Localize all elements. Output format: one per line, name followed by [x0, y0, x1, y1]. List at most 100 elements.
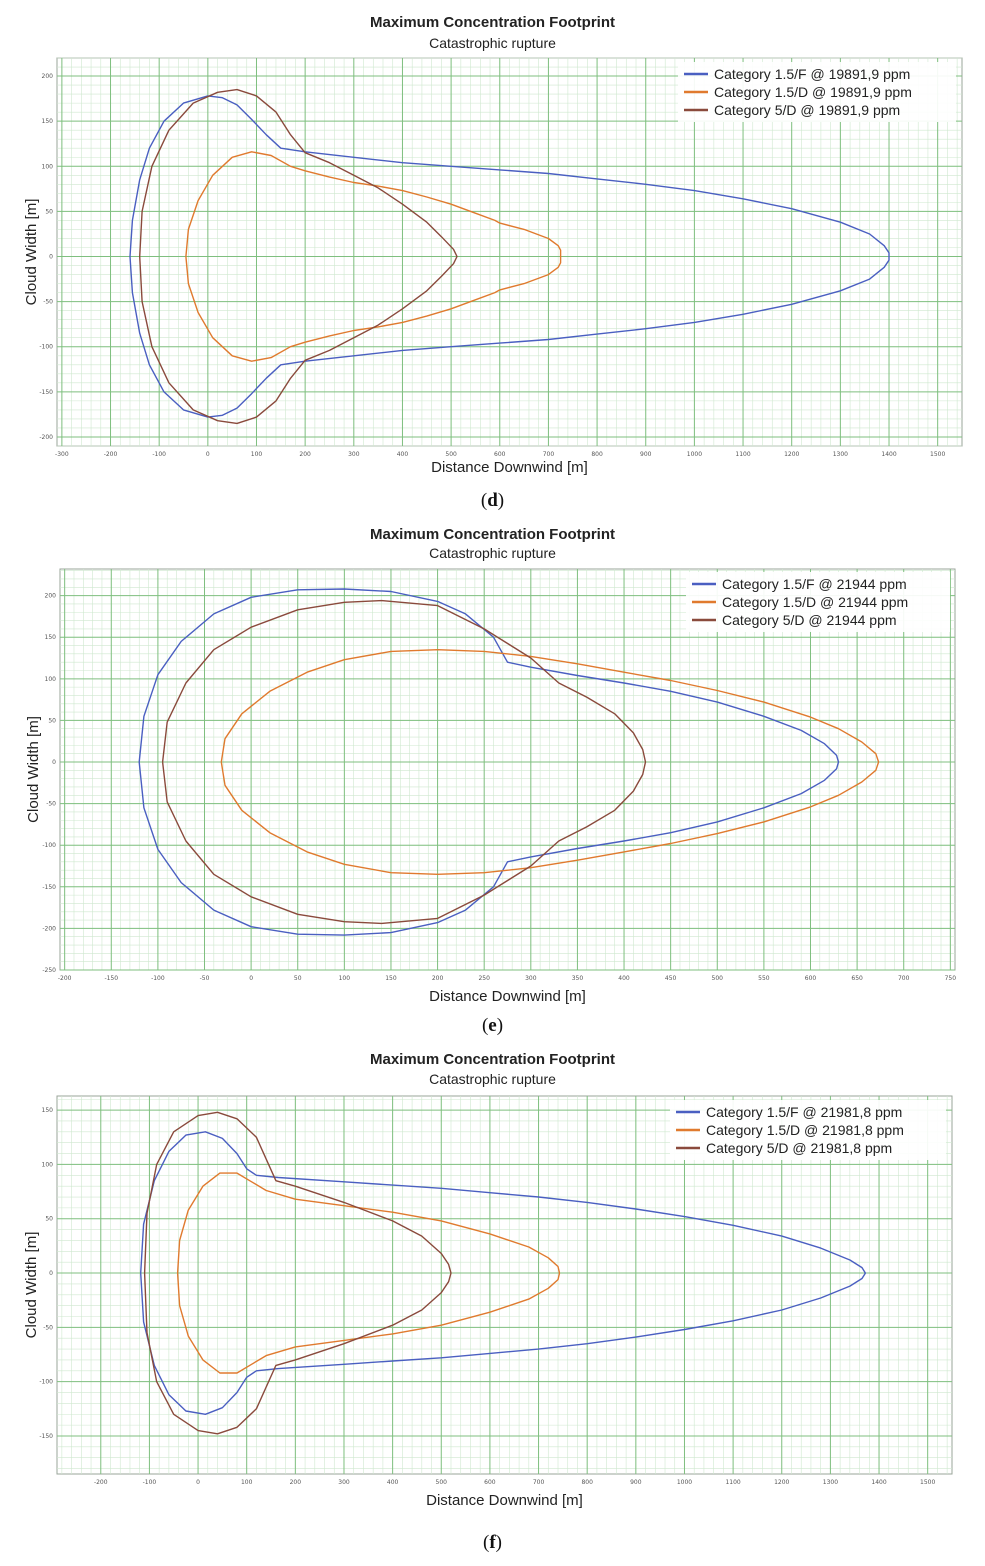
- x-tick-label: 1100: [725, 1479, 740, 1486]
- x-tick-label: 300: [525, 975, 537, 982]
- legend-label: Category 5/D @ 19891,9 ppm: [714, 102, 900, 118]
- x-tick-label: 0: [206, 451, 210, 458]
- footprint-chart-e: -200 -150 -100 -50 0 50 100 150 200 250 300 350 400 4…: [25, 568, 956, 1005]
- x-tick-label: 200: [432, 975, 444, 982]
- x-tick-label: -200: [94, 1479, 108, 1486]
- x-tick-label: 1300: [833, 451, 848, 458]
- grid: [57, 57, 962, 447]
- y-tick-label: 0: [52, 759, 56, 766]
- grid: [57, 1096, 952, 1474]
- x-tick-label: -100: [151, 975, 165, 982]
- x-tick-label: 1500: [930, 451, 945, 458]
- x-tick-label: 150: [385, 975, 397, 982]
- x-tick-label: -50: [200, 975, 210, 982]
- series-group: [129, 88, 890, 425]
- x-tick-label: -100: [143, 1479, 157, 1486]
- x-tick-label: 600: [494, 451, 506, 458]
- y-tick-label: 0: [49, 1270, 53, 1277]
- legend-box: [678, 62, 956, 122]
- series-group: [138, 588, 880, 936]
- x-tick-label: 800: [591, 451, 603, 458]
- legend-label: Category 1.5/D @ 21944 ppm: [722, 594, 908, 610]
- legend-label: Category 5/D @ 21981,8 ppm: [706, 1140, 892, 1156]
- y-tick-label: 100: [42, 1161, 54, 1168]
- series-line: [220, 649, 880, 875]
- x-tick-label: -150: [104, 975, 118, 982]
- legend-label: Category 5/D @ 21944 ppm: [722, 612, 897, 628]
- legend-label: Category 1.5/F @ 19891,9 ppm: [714, 66, 910, 82]
- x-tick-label: 700: [898, 975, 910, 982]
- legend-box: [686, 572, 950, 632]
- x-tick-label: 1500: [920, 1479, 935, 1486]
- y-axis-label: Cloud Width [m]: [23, 199, 40, 306]
- y-tick-label: -50: [43, 299, 53, 306]
- y-tick-label: 50: [45, 1216, 53, 1223]
- x-tick-label: 1400: [881, 451, 896, 458]
- y-tick-label: -200: [39, 434, 53, 441]
- y-tick-label: -50: [46, 801, 56, 808]
- legend: Category 1.5/F @ 21944 ppm Category 1.5/D…: [686, 572, 950, 632]
- series-line: [129, 95, 890, 418]
- y-tick-label: -200: [42, 925, 56, 932]
- y-tick-label: -150: [39, 1433, 53, 1440]
- chart-subtitle: Catastrophic rupture: [429, 35, 556, 51]
- legend-label: Category 1.5/D @ 21981,8 ppm: [706, 1122, 904, 1138]
- y-tick-label: 150: [42, 1107, 54, 1114]
- panel-caption-f: (f): [483, 1532, 502, 1553]
- x-tick-label: -200: [104, 451, 118, 458]
- x-axis-label: Distance Downwind [m]: [429, 988, 586, 1005]
- y-axis-label: Cloud Width [m]: [25, 716, 42, 823]
- tick-labels: -200 -150 -100 -50 0 50 100 150 200 250 300 350 400 4…: [42, 593, 956, 982]
- x-tick-label: 300: [348, 451, 360, 458]
- x-tick-label: 200: [290, 1479, 302, 1486]
- x-tick-label: 700: [543, 451, 555, 458]
- x-tick-label: 400: [397, 451, 409, 458]
- y-tick-label: -100: [42, 842, 56, 849]
- y-tick-label: -150: [42, 884, 56, 891]
- y-tick-label: -100: [39, 344, 53, 351]
- x-tick-label: 1200: [784, 451, 799, 458]
- y-tick-label: 150: [42, 118, 54, 125]
- chart-subtitle: Catastrophic rupture: [429, 1071, 556, 1087]
- y-tick-label: 50: [45, 208, 53, 215]
- y-tick-label: 100: [45, 676, 57, 683]
- tick-labels: -300 -200 -100 0 100 200 300 400 500 600 700 800 900…: [39, 73, 945, 458]
- x-tick-label: 1000: [687, 451, 702, 458]
- x-tick-label: 250: [478, 975, 490, 982]
- x-tick-label: 1000: [677, 1479, 692, 1486]
- panel-caption-e: (e): [481, 1015, 504, 1036]
- y-tick-label: 50: [48, 717, 56, 724]
- series-line: [140, 1131, 867, 1415]
- x-tick-label: 650: [851, 975, 863, 982]
- x-tick-label: 550: [758, 975, 770, 982]
- y-axis-label: Cloud Width [m]: [23, 1232, 40, 1339]
- x-tick-label: 600: [484, 1479, 496, 1486]
- x-tick-label: 800: [581, 1479, 593, 1486]
- series-line: [176, 1172, 561, 1374]
- series-group: [140, 1111, 867, 1435]
- x-tick-label: 200: [299, 451, 311, 458]
- y-tick-label: 100: [42, 163, 54, 170]
- x-tick-label: -200: [58, 975, 72, 982]
- chart-title: Maximum Concentration Footprint: [370, 1051, 615, 1068]
- x-tick-label: 0: [196, 1479, 200, 1486]
- x-tick-label: 450: [665, 975, 677, 982]
- grid: [60, 569, 955, 971]
- chart-title: Maximum Concentration Footprint: [370, 14, 615, 31]
- y-tick-label: 150: [45, 634, 57, 641]
- y-tick-label: 0: [49, 254, 53, 261]
- x-tick-label: 900: [630, 1479, 642, 1486]
- x-tick-label: 600: [805, 975, 817, 982]
- series-line: [161, 599, 647, 925]
- y-tick-label: 200: [45, 593, 57, 600]
- x-tick-label: 500: [712, 975, 724, 982]
- tick-labels: -200 -100 0 100 200 300 400 500 600 700 800 900 1000…: [39, 1107, 935, 1486]
- x-tick-label: 350: [572, 975, 584, 982]
- footprint-chart-d: -300 -200 -100 0 100 200 300 400 500 600 700 800 900…: [23, 57, 963, 476]
- y-tick-label: -250: [42, 967, 56, 974]
- x-tick-label: -300: [55, 451, 69, 458]
- x-tick-label: 1100: [735, 451, 750, 458]
- panel-caption-d: (d): [480, 490, 505, 511]
- y-tick-label: 200: [42, 73, 54, 80]
